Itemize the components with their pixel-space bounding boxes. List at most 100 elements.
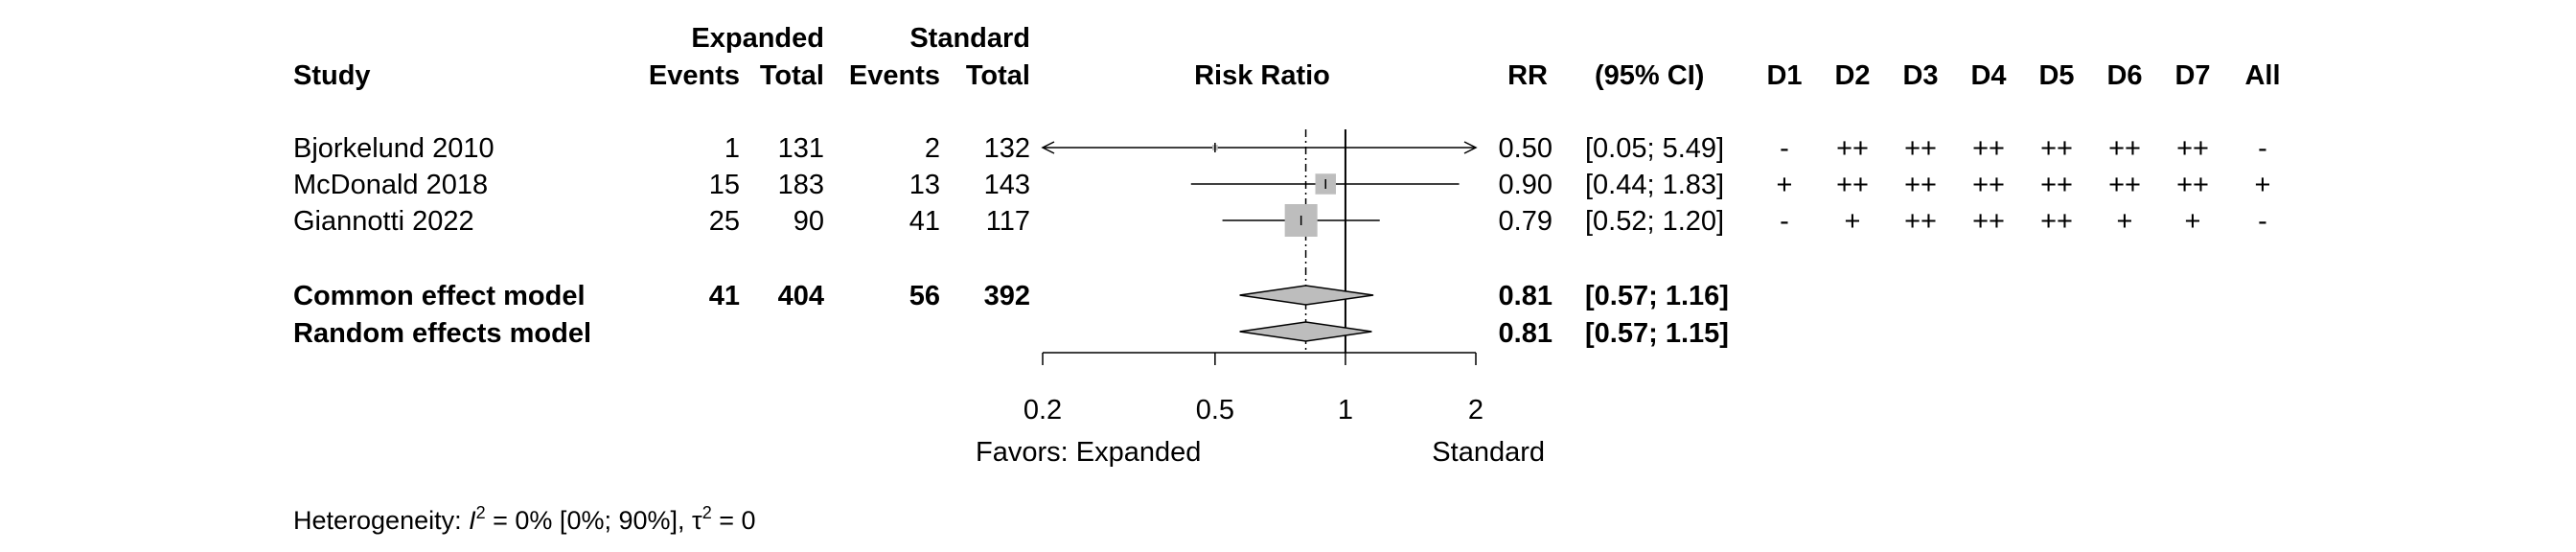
risk-of-bias-cell: ++ [1836, 133, 1869, 164]
risk-of-bias-cell: ++ [1836, 170, 1869, 200]
ci-value: [0.57; 1.16] [1585, 281, 1729, 311]
risk-of-bias-cell: + [1777, 170, 1793, 200]
pooled-row: Common effect model 41 404 56 392 0.81 [… [293, 281, 1729, 311]
rr-value: 0.81 [1499, 318, 1552, 349]
ci-arrow-left [1041, 141, 1055, 154]
exp-total: 90 [794, 206, 824, 237]
std-events: 41 [909, 206, 940, 237]
risk-of-bias-cell: - [1780, 133, 1789, 164]
rr-value: 0.50 [1499, 133, 1552, 164]
header-ci: (95% CI) [1595, 60, 1704, 91]
pooled-diamond [1239, 321, 1372, 342]
exp-events: 25 [709, 206, 740, 237]
ci-value: [0.57; 1.15] [1585, 318, 1729, 349]
x-axis: 0.2 0.5 1 2 [1024, 352, 1484, 426]
tau-value: = 0 [712, 506, 756, 535]
exp-events: 1 [724, 133, 740, 164]
exp-events: 41 [709, 281, 740, 311]
risk-of-bias-cell: - [2258, 133, 2267, 164]
risk-of-bias-cell: ++ [1972, 170, 2005, 200]
risk-of-bias-cell: ++ [2040, 170, 2073, 200]
risk-of-bias-cell: + [1845, 206, 1861, 237]
std-total: 143 [984, 170, 1030, 200]
std-events: 13 [909, 170, 940, 200]
study-name: Bjorkelund 2010 [293, 133, 494, 164]
tau-symbol: τ [692, 506, 702, 535]
risk-of-bias-cell: ++ [2108, 133, 2141, 164]
std-total: 392 [984, 281, 1030, 311]
header-std-total: Total [966, 60, 1030, 91]
risk-of-bias-cell: + [2117, 206, 2133, 237]
pooled-name: Random effects model [293, 318, 591, 349]
ci-arrow-right [1463, 141, 1478, 154]
std-total: 132 [984, 133, 1030, 164]
rr-value: 0.81 [1499, 281, 1552, 311]
domain-header-all: All [2244, 60, 2280, 91]
risk-of-bias-cell: ++ [2040, 206, 2073, 237]
study-name: Giannotti 2022 [293, 206, 474, 237]
domain-header-d5: D5 [2038, 60, 2074, 91]
x-tick-label: 2 [1468, 395, 1484, 426]
rr-value: 0.79 [1499, 206, 1552, 237]
risk-of-bias-cell: ++ [1904, 170, 1937, 200]
domain-header-d3: D3 [1902, 60, 1938, 91]
std-total: 117 [986, 206, 1030, 237]
x-tick-label: 1 [1338, 395, 1353, 426]
risk-of-bias-cell: ++ [2108, 170, 2141, 200]
header-exp-events: Events [649, 60, 740, 91]
std-events: 2 [925, 133, 940, 164]
x-tick-label: 0.2 [1024, 395, 1062, 426]
risk-of-bias-cell: ++ [1904, 206, 1937, 237]
exp-total: 404 [778, 281, 824, 311]
risk-of-bias-cell: ++ [2176, 133, 2209, 164]
rr-value: 0.90 [1499, 170, 1552, 200]
std-events: 56 [909, 281, 940, 311]
header-expanded: Expanded [691, 23, 824, 54]
study-row: Bjorkelund 2010 1 131 2 132 0.50 [0.05; … [293, 133, 1724, 164]
ci-value: [0.44; 1.83] [1585, 170, 1724, 200]
pooled-diamond [1239, 285, 1374, 306]
domain-header-d7: D7 [2174, 60, 2210, 91]
study-row: Giannotti 2022 25 90 41 117 0.79 [0.52; … [293, 206, 1724, 237]
header-rr: RR [1507, 60, 1548, 91]
exp-events: 15 [709, 170, 740, 200]
favors-left-label: Favors: Expanded [976, 437, 1201, 468]
header-risk-ratio: Risk Ratio [1194, 60, 1330, 91]
risk-of-bias-cell: ++ [2040, 133, 2073, 164]
pooled-row: Random effects model 0.81 [0.57; 1.15] [293, 318, 1729, 349]
domain-header-d6: D6 [2106, 60, 2142, 91]
risk-of-bias-cell: ++ [1904, 133, 1937, 164]
header-std-events: Events [849, 60, 940, 91]
risk-of-bias-cell: - [2258, 206, 2267, 237]
exp-total: 183 [778, 170, 824, 200]
i2-superscript: 2 [476, 503, 486, 522]
risk-of-bias-cell: - [1780, 206, 1789, 237]
x-tick-label: 0.5 [1196, 395, 1234, 426]
domain-header-d4: D4 [1970, 60, 2006, 91]
ci-value: [0.05; 5.49] [1585, 133, 1724, 164]
i2-symbol: I [469, 506, 476, 535]
risk-of-bias-cell: + [2255, 170, 2271, 200]
domain-header-d2: D2 [1834, 60, 1870, 91]
risk-of-bias-cell: ++ [1972, 206, 2005, 237]
study-name: McDonald 2018 [293, 170, 488, 200]
favors-right-label: Standard [1432, 437, 1545, 468]
risk-of-bias-cell: ++ [1972, 133, 2005, 164]
risk-of-bias-grid: - ++ ++ ++ ++ ++ ++ -+ ++ ++ ++ ++ ++ ++ +- + ++ ++ ++ + + - [1777, 133, 2271, 237]
risk-of-bias-cell: ++ [2176, 170, 2209, 200]
pooled-name: Common effect model [293, 281, 586, 311]
header-exp-total: Total [760, 60, 824, 91]
study-row: McDonald 2018 15 183 13 143 0.90 [0.44; … [293, 170, 1724, 200]
forest-marks [1041, 129, 1478, 353]
heterogeneity-text: Heterogeneity: I2 = 0% [0%; 90%], τ2 = 0 [293, 503, 756, 535]
header-study: Study [293, 60, 371, 91]
exp-total: 131 [778, 133, 824, 164]
header-standard: Standard [909, 23, 1030, 54]
tau-superscript: 2 [702, 503, 712, 522]
risk-of-bias-cell: + [2185, 206, 2201, 237]
i2-value: = 0% [0%; 90%], [486, 506, 692, 535]
domain-header-d1: D1 [1766, 60, 1802, 91]
ci-value: [0.52; 1.20] [1585, 206, 1724, 237]
heterogeneity-prefix: Heterogeneity: [293, 506, 469, 535]
